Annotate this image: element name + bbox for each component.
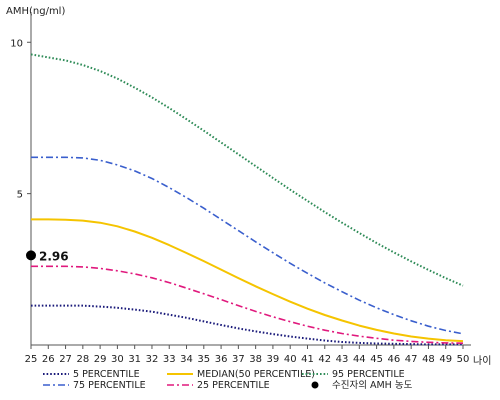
x-tick-label: 25 xyxy=(25,354,38,365)
x-tick-label: 29 xyxy=(94,354,107,365)
x-tick-label: 37 xyxy=(232,354,245,365)
series-line-4 xyxy=(30,53,464,287)
x-tick-label: 44 xyxy=(353,354,366,365)
x-tick-label: 38 xyxy=(249,354,262,365)
y-tick-label: 5 xyxy=(17,190,23,201)
legend-label-1: 25 PERCENTILE xyxy=(197,380,270,391)
x-tick-label: 26 xyxy=(42,354,55,365)
y-axis-label: AMH(ng/ml) xyxy=(6,6,65,17)
legend-label-2: MEDIAN(50 PERCENTILE) xyxy=(197,369,315,380)
x-tick-label: 31 xyxy=(128,354,141,365)
x-tick-label: 45 xyxy=(370,354,383,365)
x-tick-label: 49 xyxy=(439,354,452,365)
series-line-3 xyxy=(31,156,464,335)
y-ticks: 5 10 xyxy=(10,38,31,201)
legend-label-3: 75 PERCENTILE xyxy=(73,380,146,391)
legend-label-0: 5 PERCENTILE xyxy=(73,369,140,380)
x-axis-label: 나이 xyxy=(473,355,491,367)
patient-marker-group: 2.96 xyxy=(26,249,69,263)
x-tick-label: 50 xyxy=(457,354,470,365)
x-tick-label: 36 xyxy=(215,354,228,365)
y-tick-label: 10 xyxy=(10,38,23,49)
x-tick-label: 43 xyxy=(336,354,349,365)
legend-marker-swatch xyxy=(311,381,319,389)
legend: 5 PERCENTILE MEDIAN(50 PERCENTILE) 95 PERC… xyxy=(43,369,413,391)
x-tick-label: 40 xyxy=(284,354,297,365)
x-tick-label: 35 xyxy=(197,354,210,365)
x-tick-label: 28 xyxy=(76,354,89,365)
series-line-0 xyxy=(31,304,463,346)
x-tick-label: 34 xyxy=(180,354,193,365)
x-tick-label: 33 xyxy=(163,354,176,365)
x-ticks: 25 26 27 28 29 30 31 32 33 34 35 36 37 38 39 40 41 42 43 44… xyxy=(25,345,470,365)
x-tick-label: 27 xyxy=(59,354,72,365)
axes: AMH(ng/ml) 나이 xyxy=(6,6,491,367)
series-lines xyxy=(30,53,464,346)
series-line-2 xyxy=(31,218,464,343)
x-tick-label: 30 xyxy=(111,354,124,365)
x-tick-label: 48 xyxy=(422,354,435,365)
x-tick-label: 47 xyxy=(405,354,418,365)
legend-marker-label: 수진자의 AMH 농도 xyxy=(332,380,413,391)
x-tick-label: 42 xyxy=(318,354,331,365)
patient-amh-value-label: 2.96 xyxy=(39,249,69,263)
x-tick-label: 32 xyxy=(146,354,159,365)
series-line-1 xyxy=(31,265,464,344)
x-tick-label: 41 xyxy=(301,354,314,365)
patient-amh-marker xyxy=(26,250,36,261)
legend-label-4: 95 PERCENTILE xyxy=(332,369,405,380)
x-tick-label: 46 xyxy=(388,354,401,365)
x-tick-label: 39 xyxy=(267,354,280,365)
